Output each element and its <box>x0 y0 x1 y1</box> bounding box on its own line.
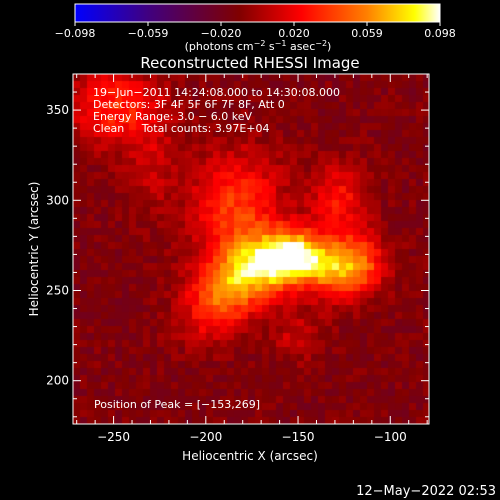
colorbar-units: (photons cm−2 s−1 asec−2) <box>185 39 332 53</box>
heatmap-image <box>73 74 429 424</box>
peak-position-label: Position of Peak = [−153,269] <box>94 398 260 411</box>
x-axis-label: Heliocentric X (arcsec) <box>182 449 318 463</box>
y-tick-label: 200 <box>46 374 69 388</box>
y-tick-label: 250 <box>46 283 69 297</box>
footer-timestamp: 12−May−2022 02:53 <box>356 484 496 499</box>
y-tick-label: 350 <box>46 103 69 117</box>
colorbar-tick-label: 0.059 <box>351 27 383 40</box>
colorbar-tick-label: −0.020 <box>201 27 242 40</box>
axes: −250 −200 −150 −100 200 250 300 350 <box>46 73 430 444</box>
heatmap-canvas <box>73 74 429 424</box>
y-tick-label: 300 <box>46 193 69 207</box>
colorbar-tick-label: −0.059 <box>128 27 169 40</box>
annotation-clean-counts: Clean Total counts: 3.97E+04 <box>93 122 270 135</box>
x-tick-label: −200 <box>189 430 222 444</box>
x-tick-label: −250 <box>97 430 130 444</box>
colorbar-gradient <box>74 3 441 23</box>
annotation-detectors: Detectors: 3F 4F 5F 6F 7F 8F, Att 0 <box>93 98 285 111</box>
x-tick-label: −150 <box>282 430 315 444</box>
annotation-block: 19−Jun−2011 14:24:08.000 to 14:30:08.000… <box>93 86 340 135</box>
plot-frame <box>72 73 430 425</box>
y-axis-label: Heliocentric Y (arcsec) <box>27 182 41 317</box>
annotation-energy: Energy Range: 3.0 − 6.0 keV <box>93 110 253 123</box>
annotation-time: 19−Jun−2011 14:24:08.000 to 14:30:08.000 <box>93 86 340 99</box>
x-tick-label: −100 <box>374 430 407 444</box>
chart-title: Reconstructed RHESSI Image <box>140 54 359 72</box>
colorbar-tick-label: −0.098 <box>55 27 96 40</box>
colorbar-tick-label: 0.098 <box>424 27 456 40</box>
colorbar: −0.098 −0.059 −0.020 0.020 0.059 0.098 (photo… <box>55 3 456 53</box>
colorbar-tick-label: 0.020 <box>278 27 310 40</box>
